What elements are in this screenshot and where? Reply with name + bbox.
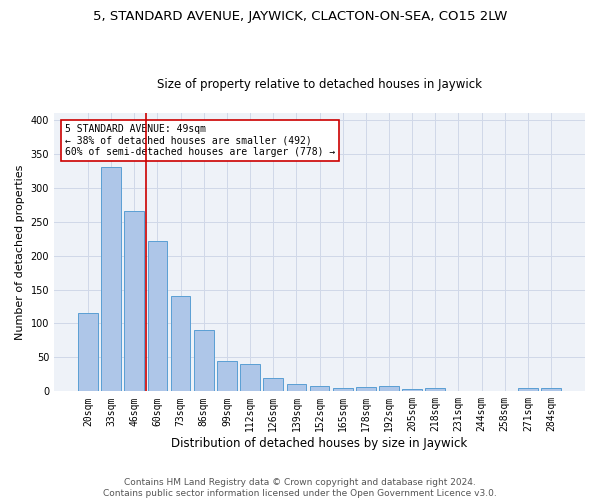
Text: 5 STANDARD AVENUE: 49sqm
← 38% of detached houses are smaller (492)
60% of semi-: 5 STANDARD AVENUE: 49sqm ← 38% of detach… — [65, 124, 335, 158]
Bar — [333, 388, 353, 392]
Bar — [402, 390, 422, 392]
Title: Size of property relative to detached houses in Jaywick: Size of property relative to detached ho… — [157, 78, 482, 91]
Bar — [379, 386, 399, 392]
Bar — [194, 330, 214, 392]
Bar — [425, 388, 445, 392]
Bar — [78, 314, 98, 392]
Text: 5, STANDARD AVENUE, JAYWICK, CLACTON-ON-SEA, CO15 2LW: 5, STANDARD AVENUE, JAYWICK, CLACTON-ON-… — [93, 10, 507, 23]
Bar — [124, 212, 144, 392]
Bar — [541, 388, 561, 392]
Text: Contains HM Land Registry data © Crown copyright and database right 2024.
Contai: Contains HM Land Registry data © Crown c… — [103, 478, 497, 498]
Bar — [148, 240, 167, 392]
Bar — [101, 168, 121, 392]
Y-axis label: Number of detached properties: Number of detached properties — [15, 164, 25, 340]
X-axis label: Distribution of detached houses by size in Jaywick: Distribution of detached houses by size … — [172, 437, 467, 450]
Bar — [263, 378, 283, 392]
Bar — [217, 362, 237, 392]
Bar — [287, 384, 306, 392]
Bar — [310, 386, 329, 392]
Bar — [518, 388, 538, 392]
Bar — [356, 386, 376, 392]
Bar — [171, 296, 190, 392]
Bar — [240, 364, 260, 392]
